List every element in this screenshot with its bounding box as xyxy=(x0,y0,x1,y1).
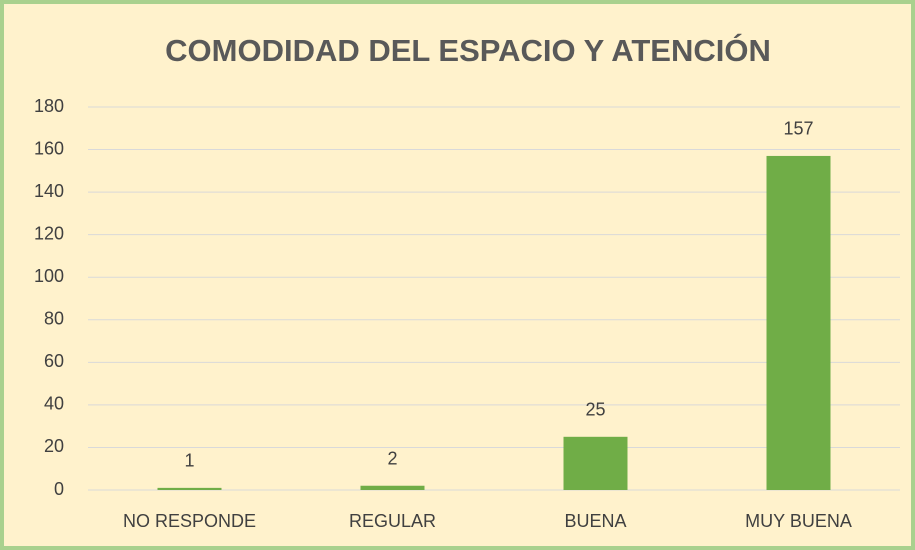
y-tick-label: 20 xyxy=(44,436,64,456)
y-tick-label: 100 xyxy=(34,266,64,286)
bar xyxy=(360,485,425,490)
y-tick-label: 120 xyxy=(34,223,64,243)
data-label: 1 xyxy=(184,451,194,471)
data-label: 157 xyxy=(783,119,813,139)
y-tick-label: 60 xyxy=(44,351,64,371)
bar xyxy=(563,436,628,490)
chart-title: COMODIDAD DEL ESPACIO Y ATENCIÓN xyxy=(165,32,771,68)
data-label: 2 xyxy=(387,448,397,468)
x-tick-label: REGULAR xyxy=(349,511,436,531)
y-tick-label: 140 xyxy=(34,181,64,201)
bar xyxy=(766,155,831,490)
y-tick-label: 40 xyxy=(44,394,64,414)
bar xyxy=(157,487,222,490)
y-tick-label: 0 xyxy=(54,479,64,499)
y-tick-label: 160 xyxy=(34,138,64,158)
x-tick-label: BUENA xyxy=(564,511,626,531)
y-tick-label: 80 xyxy=(44,309,64,329)
data-label: 25 xyxy=(585,400,605,420)
x-tick-label: NO RESPONDE xyxy=(123,511,256,531)
x-tick-label: MUY BUENA xyxy=(745,511,852,531)
y-tick-label: 180 xyxy=(34,96,64,116)
